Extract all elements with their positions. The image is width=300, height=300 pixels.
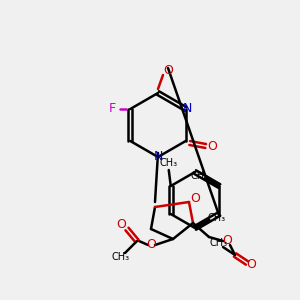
Text: N: N bbox=[153, 151, 163, 164]
Text: N: N bbox=[183, 103, 192, 116]
Text: O: O bbox=[163, 64, 173, 76]
Text: O: O bbox=[146, 238, 156, 251]
Text: CH₃: CH₃ bbox=[190, 171, 208, 181]
Text: CH₃: CH₃ bbox=[210, 238, 228, 248]
Text: O: O bbox=[222, 235, 232, 248]
Text: O: O bbox=[246, 259, 256, 272]
Text: F: F bbox=[109, 103, 116, 116]
Text: CH₃: CH₃ bbox=[160, 158, 178, 168]
Text: O: O bbox=[190, 193, 200, 206]
Text: O: O bbox=[207, 140, 217, 152]
Text: CH₃: CH₃ bbox=[208, 213, 226, 223]
Text: CH₃: CH₃ bbox=[112, 252, 130, 262]
Text: O: O bbox=[116, 218, 126, 232]
